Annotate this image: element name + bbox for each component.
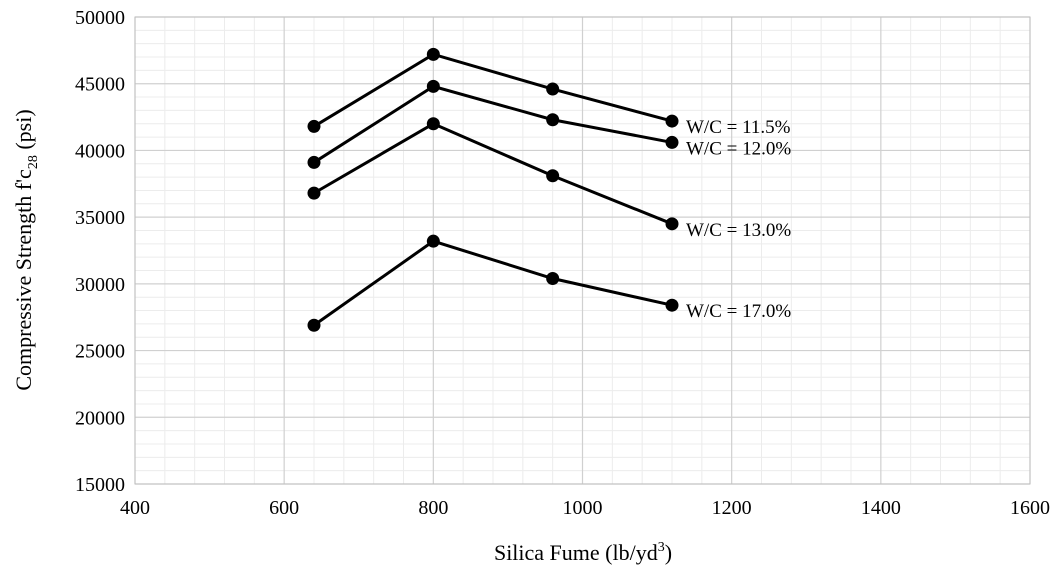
plot-area [134,16,1031,485]
x-tick-label: 1200 [712,497,752,519]
series-label: W/C = 11.5% [686,117,791,138]
data-point [665,135,679,149]
data-point [426,79,440,93]
gridlines [134,16,1031,485]
data-point [546,169,560,183]
data-point [665,298,679,312]
x-tick-label: 400 [120,497,150,519]
data-point [426,117,440,131]
data-point [546,272,560,286]
y-tick-label: 35000 [75,207,125,229]
data-point [426,47,440,61]
series-label: W/C = 12.0% [686,138,791,159]
series-label: W/C = 13.0% [686,220,791,241]
data-point [426,234,440,248]
plot-border [134,16,1031,485]
data-point [665,217,679,231]
data-point [307,318,321,332]
series-line [313,52,673,128]
x-axis-title: Silica Fume (lb/yd3) [494,540,672,565]
series-layer: W/C = 11.5%W/C = 12.0% W/C = 13.0% W/C = 1… [307,47,791,332]
y-tick-label: 25000 [75,341,125,363]
x-tick-label: 800 [418,497,448,519]
y-tick-label: 40000 [75,140,125,162]
series-label: W/C = 17.0% [686,301,791,322]
series-line [313,122,673,226]
data-point [307,119,321,133]
y-tick-label: 30000 [75,274,125,296]
y-tick-label: 50000 [75,7,125,29]
y-tick-label: 45000 [75,74,125,96]
x-tick-label: 1000 [563,497,603,519]
series-line [313,84,673,164]
series-1: W/C = 11.5% [307,47,791,138]
series-2: W/C = 12.0% [307,79,791,169]
y-axis-ticks: 15000 20000 25000 30000 35000 40000 45000 50000 [75,7,125,496]
x-tick-label: 1400 [861,497,901,519]
y-tick-label: 20000 [75,407,125,429]
x-tick-label: 600 [269,497,299,519]
series-4: W/C = 17.0% [307,234,791,332]
y-tick-label: 15000 [75,474,125,496]
x-tick-label: 1600 [1010,497,1050,519]
series-3: W/C = 13.0% [307,117,791,241]
y-axis-title: Compressive Strength f'c28 (psi) [11,109,41,390]
data-point [307,155,321,169]
x-axis-ticks: 400 600 800 1000 1200 1400 1600 [120,497,1050,519]
data-point [546,113,560,127]
data-point [307,186,321,200]
series-line [313,239,673,327]
data-point [665,114,679,128]
data-point [546,82,560,96]
